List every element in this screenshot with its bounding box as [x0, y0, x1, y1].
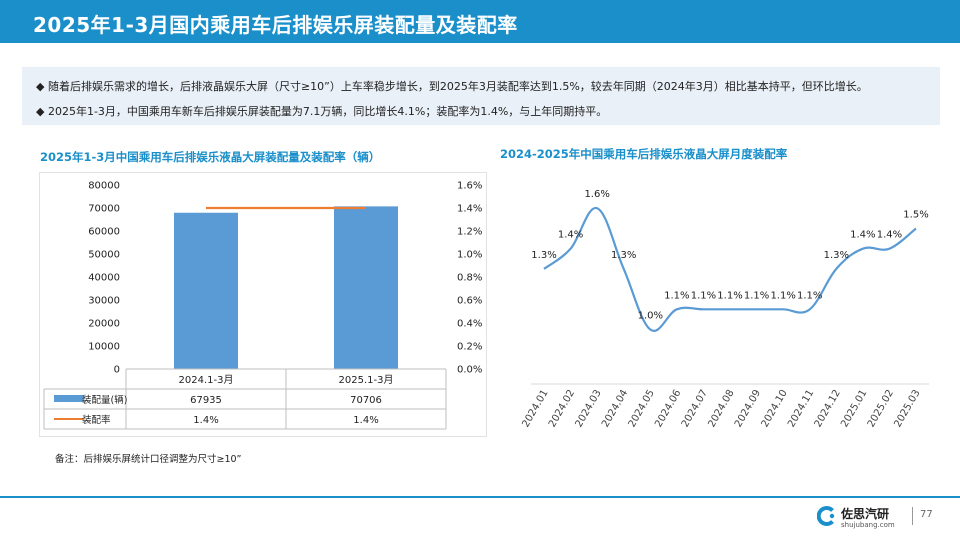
- right-axis-tick-label: 0.2%: [457, 342, 482, 353]
- right-axis-tick-label: 1.4%: [457, 204, 482, 215]
- x-axis-tick-label: 2024.01: [520, 388, 550, 429]
- x-axis-tick-label: 2024.07: [680, 388, 710, 429]
- point-data-label: 1.1%: [797, 290, 822, 301]
- point-data-label: 1.3%: [611, 250, 636, 261]
- bar-chart: 80000 70000 60000 50000 40000 30000 20000 10000…: [43, 181, 482, 430]
- point-data-label: 1.1%: [744, 290, 769, 301]
- category-label: 2024.1-3月: [179, 374, 234, 386]
- monthly-rate-line: [543, 207, 917, 333]
- page-title: 2025年1-3月国内乘用车后排娱乐屏装配量及装配率: [33, 13, 518, 37]
- x-axis-tick-label: 2025.01: [839, 388, 869, 429]
- summary-bullet: ◆ 2025年1-3月，中国乘用车新车后排娱乐屏装配量为7.1万辆，同比增长4.…: [36, 105, 608, 118]
- line-chart-title: 2024-2025年中国乘用车后排娱乐液晶大屏月度装配率: [500, 147, 788, 161]
- point-data-label: 1.1%: [770, 290, 795, 301]
- footnote: 备注：后排娱乐屏统计口径调整为尺寸≥10”: [55, 454, 242, 465]
- line-chart: 1.3%1.4%1.6%1.3%1.0%1.1% 1.1% 1.1% 1.1% 1.1%…: [520, 189, 929, 429]
- point-data-label: 1.4%: [877, 230, 902, 241]
- point-data-label: 1.0%: [638, 311, 663, 322]
- x-axis-tick-label: 2024.08: [706, 388, 736, 429]
- left-axis-tick-label: 50000: [88, 250, 120, 261]
- x-axis-tick-label: 2024.09: [733, 388, 763, 429]
- point-data-label: 1.3%: [531, 250, 556, 261]
- left-axis-tick-label: 60000: [88, 227, 120, 238]
- right-axis-tick-label: 0.0%: [457, 365, 482, 376]
- point-data-label: 1.6%: [584, 189, 609, 200]
- right-axis-tick-label: 0.4%: [457, 319, 482, 330]
- bar-installed-volume: [334, 206, 398, 369]
- x-axis-tick-label: 2024.02: [547, 388, 577, 429]
- summary-bullet: ◆ 随着后排娱乐需求的增长，后排液晶娱乐大屏（尺寸≥10”）上车率稳步增长，到2…: [36, 80, 868, 93]
- x-axis-tick-label: 2024.10: [760, 388, 790, 429]
- point-data-label: 1.1%: [664, 290, 689, 301]
- left-axis-tick-label: 20000: [88, 319, 120, 330]
- x-axis-tick-label: 2024.11: [786, 388, 816, 429]
- page-number: 77: [920, 509, 933, 520]
- right-axis-tick-label: 0.8%: [457, 273, 482, 284]
- point-data-label: 1.4%: [558, 230, 583, 241]
- summary-box: ◆ 随着后排娱乐需求的增长，后排液晶娱乐大屏（尺寸≥10”）上车率稳步增长，到2…: [22, 67, 940, 125]
- rate-data-label: 1.4%: [353, 415, 378, 426]
- legend-swatch-volume: [54, 395, 84, 402]
- rate-data-label: 1.4%: [193, 415, 218, 426]
- legend-label-rate: 装配率: [82, 414, 111, 426]
- left-axis-tick-label: 80000: [88, 181, 120, 192]
- bar-chart-title: 2025年1-3月中国乘用车后排娱乐液晶大屏装配量及装配率（辆）: [40, 150, 381, 164]
- legend-label-volume: 装配量(辆): [82, 394, 127, 406]
- point-data-label: 1.1%: [691, 290, 716, 301]
- left-axis-tick-label: 70000: [88, 204, 120, 215]
- volume-data-label: 67935: [190, 395, 222, 406]
- x-axis-tick-label: 2024.12: [813, 388, 843, 429]
- point-data-label: 1.3%: [824, 250, 849, 261]
- x-axis-tick-label: 2024.04: [600, 388, 630, 429]
- brand-url: shujubang.com: [841, 521, 895, 529]
- x-axis-tick-label: 2024.03: [574, 388, 604, 429]
- footer-divider: [0, 496, 960, 498]
- brand-name: 佐思汽研: [841, 507, 890, 521]
- left-axis-tick-label: 40000: [88, 273, 120, 284]
- header-bar: 2025年1-3月国内乘用车后排娱乐屏装配量及装配率: [0, 0, 960, 43]
- category-label: 2025.1-3月: [339, 374, 394, 386]
- left-axis-tick-label: 0: [114, 365, 120, 376]
- right-axis-tick-label: 1.0%: [457, 250, 482, 261]
- bar-installed-volume: [174, 212, 238, 369]
- right-axis-tick-label: 1.6%: [457, 181, 482, 192]
- left-axis-tick-label: 30000: [88, 296, 120, 307]
- point-data-label: 1.4%: [850, 230, 875, 241]
- volume-data-label: 70706: [350, 395, 382, 406]
- x-axis-tick-label: 2025.02: [866, 388, 896, 429]
- page-separator: [912, 507, 913, 525]
- point-data-label: 1.5%: [903, 209, 928, 220]
- x-axis-tick-label: 2024.06: [653, 388, 683, 429]
- left-axis-tick-label: 10000: [88, 342, 120, 353]
- bar-chart-frame: 80000 70000 60000 50000 40000 30000 20000 10000…: [39, 172, 487, 437]
- x-axis-tick-label: 2025.03: [892, 388, 922, 429]
- right-axis-tick-label: 0.6%: [457, 296, 482, 307]
- x-axis-tick-label: 2024.05: [627, 388, 657, 429]
- brand-logo-icon: [817, 506, 835, 526]
- right-axis-tick-label: 1.2%: [457, 227, 482, 238]
- point-data-label: 1.1%: [717, 290, 742, 301]
